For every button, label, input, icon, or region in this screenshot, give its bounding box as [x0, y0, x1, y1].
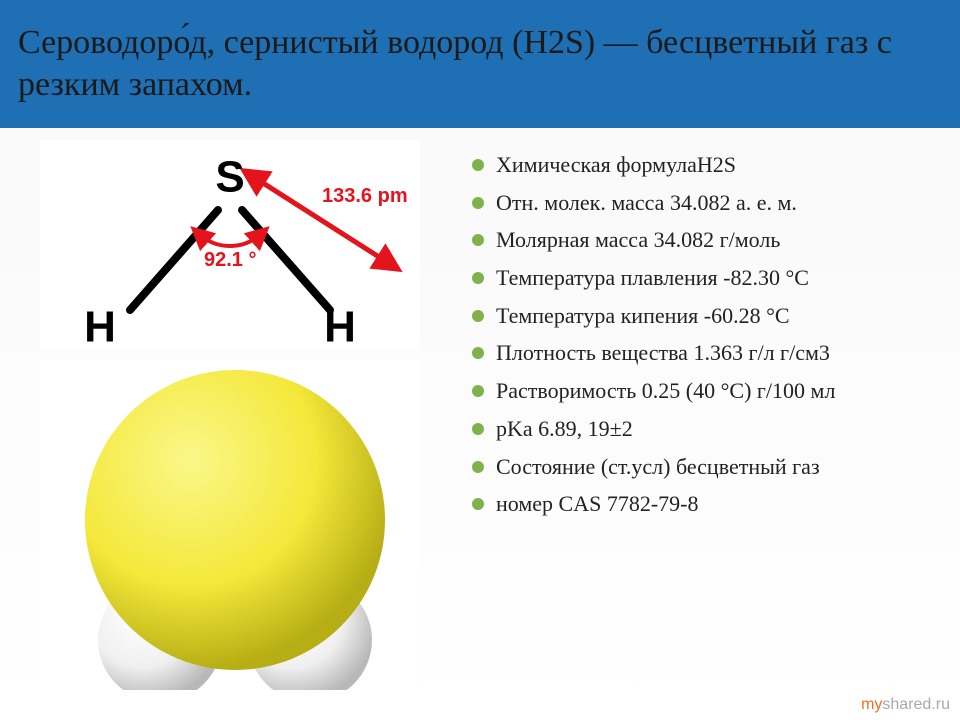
spacefill-model	[40, 360, 420, 690]
slide-title: Сероводоро́д, сернистый водород (H2S) — …	[18, 22, 942, 107]
structural-formula-diagram: 92.1 ° 133.6 pm S H H	[40, 140, 420, 350]
spacefill-svg	[40, 360, 420, 690]
property-item: Химическая формулаH2S	[470, 150, 920, 180]
property-item: Температура плавления -82.30 °C	[470, 263, 920, 293]
property-item: Растворимость 0.25 (40 °C) г/100 мл	[470, 376, 920, 406]
left-column: 92.1 ° 133.6 pm S H H	[40, 140, 440, 690]
svg-text:133.6 pm: 133.6 pm	[322, 185, 408, 207]
property-item: Молярная масса 34.082 г/моль	[470, 225, 920, 255]
structural-svg: 92.1 ° 133.6 pm S H H	[40, 140, 420, 350]
property-item: Температура кипения -60.28 °C	[470, 301, 920, 331]
property-item: pKa 6.89, 19±2	[470, 414, 920, 444]
property-item: Состояние (ст.усл) бесцветный газ	[470, 452, 920, 482]
watermark: myshared.ru	[861, 696, 950, 714]
watermark-prefix: my	[861, 696, 882, 713]
svg-text:H: H	[84, 303, 116, 350]
property-item: Плотность вещества 1.363 г/л г/см3	[470, 338, 920, 368]
properties-list: Химическая формулаH2S Отн. молек. масса 3…	[470, 150, 920, 519]
property-item: Отн. молек. масса 34.082 а. е. м.	[470, 188, 920, 218]
property-item: номер CAS 7782-79-8	[470, 489, 920, 519]
svg-text:92.1 °: 92.1 °	[204, 249, 256, 271]
slide: Сероводоро́д, сернистый водород (H2S) — …	[0, 0, 960, 720]
svg-text:S: S	[215, 153, 244, 202]
watermark-suffix: shared.ru	[882, 696, 950, 713]
properties-column: Химическая формулаH2S Отн. молек. масса 3…	[470, 150, 920, 527]
title-bar: Сероводоро́д, сернистый водород (H2S) — …	[0, 0, 960, 128]
svg-text:H: H	[324, 303, 356, 350]
